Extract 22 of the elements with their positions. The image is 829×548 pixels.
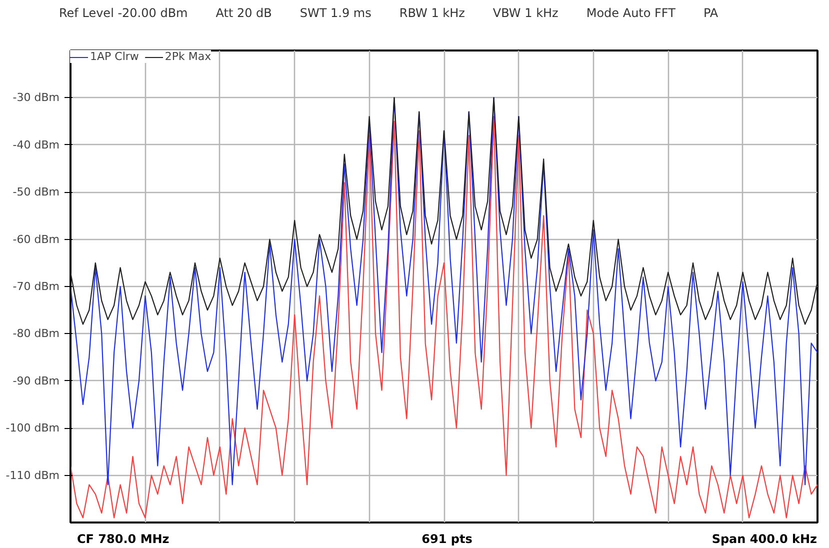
y-tick-label: -90 dBm	[12, 374, 60, 388]
y-tick-label: -60 dBm	[12, 232, 60, 246]
text: Ref Level -20.00 dBm	[59, 5, 188, 22]
legend-label: 1AP Clrw	[90, 50, 139, 63]
y-tick-label: -30 dBm	[12, 91, 60, 104]
line-series	[70, 97, 818, 325]
y-tick-label: -100 dBm	[6, 422, 60, 435]
text: Span 400.0 kHz	[710, 531, 818, 548]
text: Att 20 dB	[216, 5, 272, 22]
y-tick-label: -70 dBm	[12, 280, 60, 293]
text: VBW 1 kHz	[492, 5, 558, 22]
text: CF 780.0 MHz	[77, 531, 170, 548]
text: SWT 1.9 ms	[300, 5, 372, 22]
legend-label: 2Pk Max	[164, 50, 212, 63]
y-tick-label: -110 dBm	[6, 468, 60, 482]
y-tick-label: -80 dBm	[12, 327, 60, 340]
text: 691 pts	[420, 531, 474, 548]
text: PA	[703, 5, 718, 22]
y-tick-label: -50 dBm	[12, 186, 60, 199]
text: Mode Auto FFT	[586, 5, 676, 22]
text: RBW 1 kHz	[399, 5, 465, 22]
y-tick-label: -40 dBm	[12, 138, 60, 152]
